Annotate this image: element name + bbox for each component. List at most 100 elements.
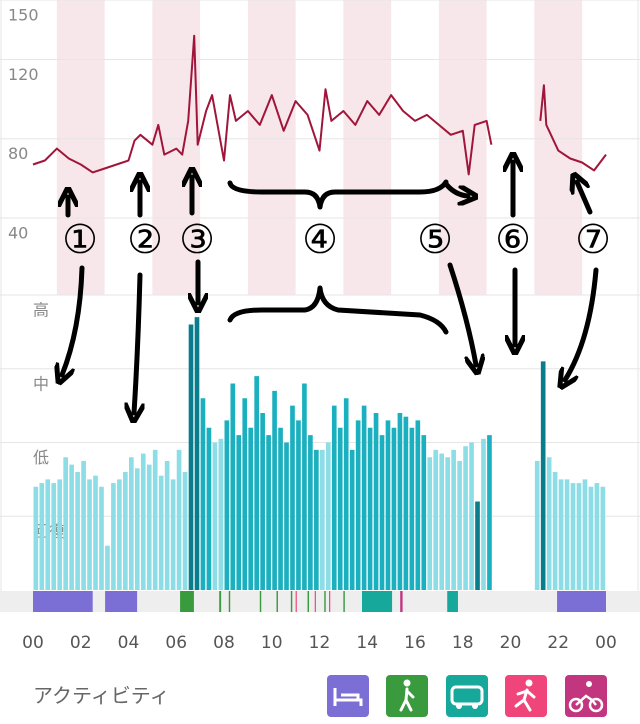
bus-glyph	[450, 685, 484, 706]
intensity-bar	[331, 405, 337, 590]
intensity-bar	[117, 479, 122, 590]
bike-glyph	[586, 681, 592, 687]
x-tick-label: 00	[22, 633, 44, 653]
annotation-number: ③	[179, 217, 215, 263]
annotation-number: ①	[62, 217, 98, 263]
hour-band	[438, 0, 487, 295]
intensity-bar	[111, 483, 116, 590]
bus-glyph	[472, 703, 478, 709]
intensity-bar	[278, 427, 283, 590]
intensity-bar	[212, 442, 218, 590]
background-layer	[0, 0, 640, 612]
activity-segment	[290, 591, 293, 612]
intensity-bar	[367, 427, 373, 590]
bus-glyph	[456, 703, 462, 709]
intensity-bar	[194, 317, 200, 590]
x-tick-label: 08	[213, 633, 235, 653]
intensity-bar	[39, 483, 45, 590]
activity-segment	[276, 591, 278, 612]
intensity-bar	[248, 427, 254, 590]
activity-segment	[314, 591, 316, 612]
intensity-bar	[570, 483, 576, 590]
activity-segment	[180, 591, 194, 612]
intensity-bar	[129, 457, 134, 590]
brace	[227, 285, 449, 335]
intensity-bar	[81, 460, 86, 590]
y-tick-label: 40	[8, 224, 28, 243]
x-tick-label: 04	[118, 633, 140, 653]
intensity-bar	[284, 442, 289, 590]
intensity-bar	[588, 486, 594, 590]
activity-segment	[447, 591, 458, 612]
intensity-bar	[534, 460, 540, 590]
x-tick-label: 12	[309, 633, 331, 653]
intensity-bar	[242, 398, 248, 590]
x-tick-label: 16	[404, 633, 426, 653]
intensity-bar	[451, 449, 456, 590]
intensity-bar	[290, 405, 295, 590]
walk-glyph	[403, 679, 411, 687]
activity-segment	[228, 591, 231, 612]
intensity-bar	[463, 446, 468, 590]
y-tick-label: 中	[33, 374, 49, 393]
intensity-bar	[546, 457, 552, 590]
x-tick-label: 18	[452, 633, 474, 653]
intensity-bar	[308, 435, 313, 590]
arrow	[443, 181, 468, 196]
arrow	[134, 272, 140, 413]
intensity-bar	[361, 405, 367, 590]
intensity-bar	[45, 479, 51, 590]
activity-segment	[343, 591, 345, 612]
activity-segment	[557, 591, 606, 612]
intensity-bar	[439, 453, 445, 590]
bike-glyph	[568, 697, 584, 713]
hour-band	[247, 0, 296, 295]
intensity-bar	[415, 420, 421, 590]
brace	[227, 179, 449, 210]
y-tick-label: 高	[33, 301, 49, 320]
intensity-bar	[260, 413, 265, 590]
x-tick-label: 20	[500, 633, 522, 653]
activity-segment	[33, 591, 93, 612]
y-tick-label: 80	[8, 144, 28, 163]
annotation-number: ④	[302, 217, 338, 263]
hour-band	[343, 0, 392, 295]
intensity-bar	[421, 435, 427, 590]
activity-label: アクティビティ	[33, 684, 170, 708]
intensity-bar	[343, 398, 349, 590]
intensity-bar	[564, 479, 570, 590]
intensity-bar	[475, 501, 480, 590]
intensity-bar	[355, 420, 361, 590]
intensity-bar	[69, 464, 74, 590]
x-tick-label: 14	[356, 633, 378, 653]
annotation-number: ⑤	[417, 217, 453, 263]
y-tick-label: 120	[8, 65, 39, 84]
intensity-bar	[379, 435, 385, 590]
bed-glyph	[333, 688, 363, 706]
activity-segment	[400, 591, 403, 612]
intensity-bar	[105, 545, 110, 590]
bike-glyph	[588, 697, 604, 713]
activity-segment	[329, 591, 331, 612]
intensity-bar	[230, 383, 236, 590]
intensity-bar	[93, 475, 98, 590]
intensity-bar	[320, 449, 325, 590]
intensity-bar	[170, 479, 176, 590]
intensity-bar	[433, 449, 439, 590]
arrow	[447, 262, 476, 365]
intensity-bar	[445, 457, 450, 590]
intensity-bar	[314, 449, 319, 590]
intensity-bar	[57, 479, 63, 590]
intensity-bar	[469, 442, 474, 590]
intensity-bar	[33, 486, 39, 590]
intensity-bar	[385, 420, 391, 590]
run-glyph	[514, 688, 536, 712]
hour-band	[534, 0, 583, 295]
activity-segment	[105, 591, 138, 612]
intensity-bar	[427, 457, 433, 590]
activity-strip	[0, 591, 640, 612]
intensity-bar	[63, 457, 68, 590]
intensity-bar	[206, 427, 212, 590]
annotation-number: ②	[127, 217, 163, 263]
